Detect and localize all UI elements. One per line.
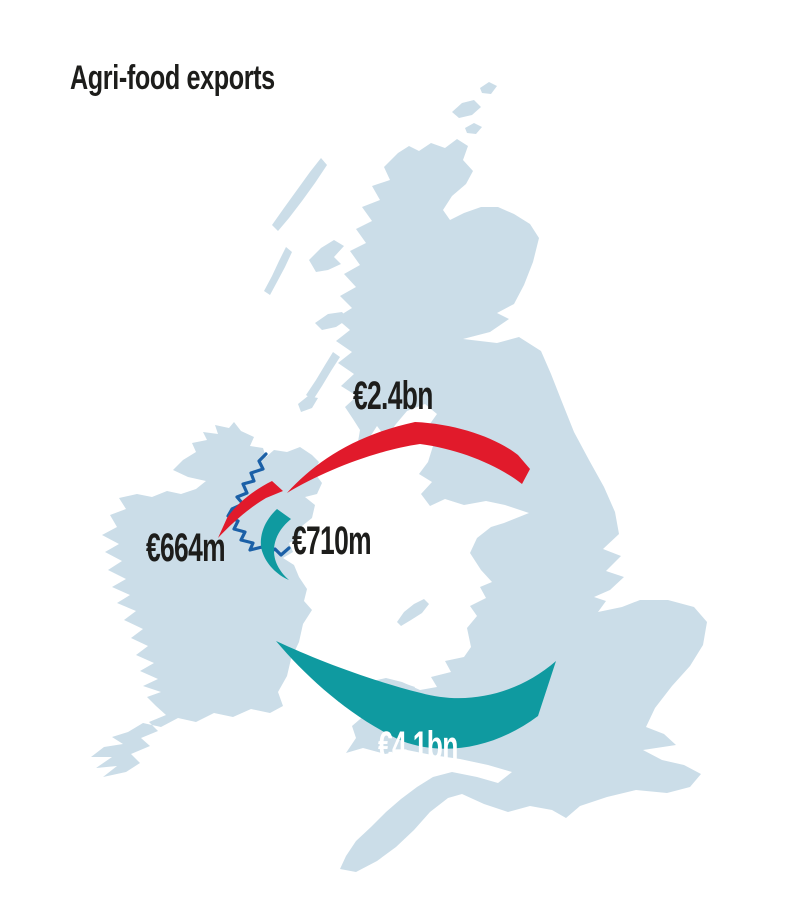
flow-arrow-ni-to-gb	[287, 422, 530, 493]
ireland-landmass	[91, 422, 322, 777]
great-britain-landmass	[336, 139, 707, 872]
flow-arrow-ireland-to-ni	[260, 509, 291, 580]
flow-arrow-ireland-to-gb	[276, 641, 556, 749]
page-title: Agri-food exports	[70, 59, 275, 97]
flow-label-ireland-to-gb: €4.1bn	[378, 724, 458, 768]
isle-of-man	[397, 599, 429, 626]
flow-label-ireland-to-ni: €710m	[292, 519, 372, 563]
flow-arrow-ni-to-ireland	[218, 481, 283, 538]
flow-label-ni-to-gb: €2.4bn	[353, 374, 433, 418]
flow-label-ni-to-ireland: €664m	[146, 526, 226, 570]
flow-arrows	[218, 422, 556, 749]
